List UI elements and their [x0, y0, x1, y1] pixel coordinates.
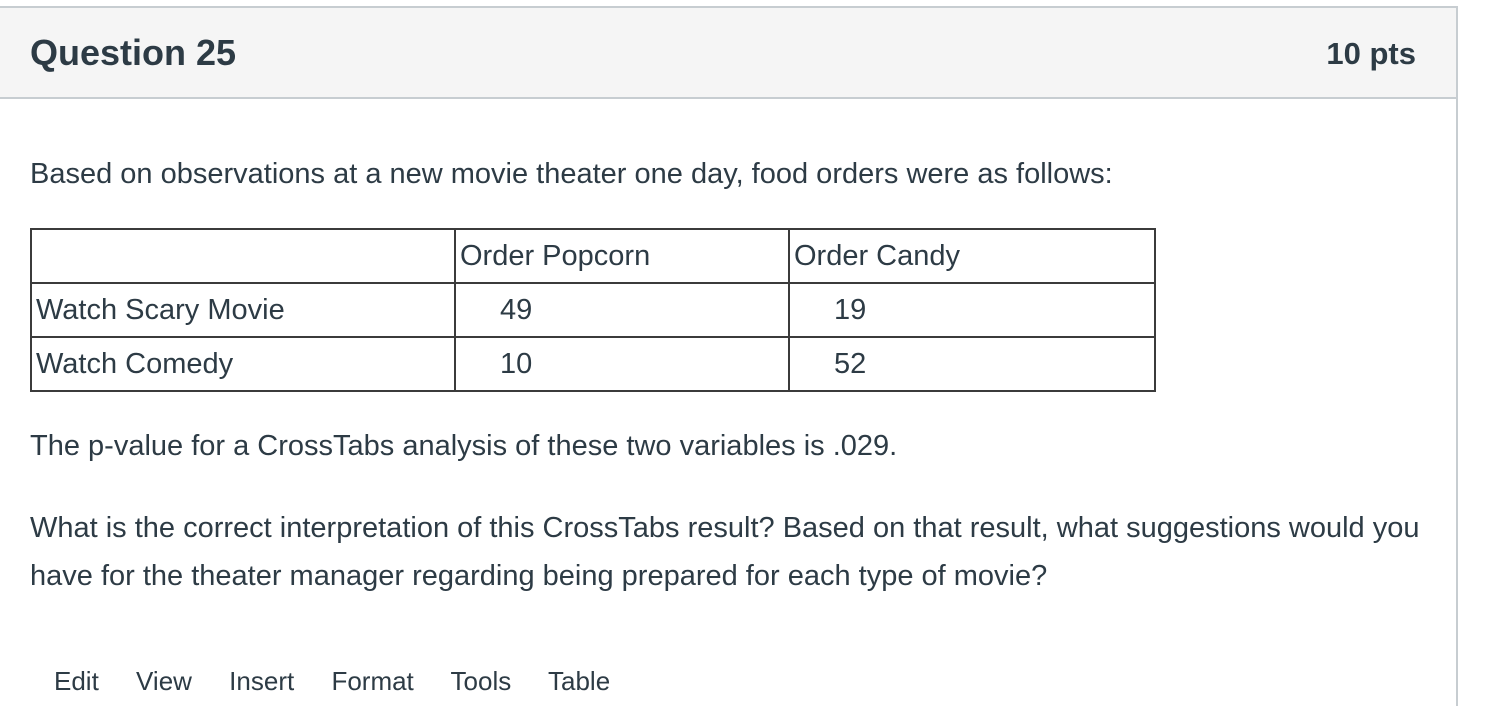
- question-prompt-text: What is the correct interpretation of th…: [30, 512, 1420, 592]
- question-title: Question 25: [30, 32, 237, 73]
- menu-view[interactable]: View: [136, 666, 192, 696]
- question-points: 10 pts: [1326, 36, 1416, 71]
- menu-format[interactable]: Format: [331, 666, 414, 696]
- crosstab-table: Order Popcorn Order Candy Watch Scary Mo…: [30, 228, 1156, 392]
- pvalue-text: The p-value for a CrossTabs analysis of …: [30, 430, 898, 462]
- table-header-cell: Order Candy: [788, 228, 1156, 284]
- menu-tools[interactable]: Tools: [450, 666, 512, 696]
- menu-insert[interactable]: Insert: [229, 666, 295, 696]
- table-row-label: Watch Comedy: [30, 336, 456, 392]
- table-header-cell: Order Popcorn: [454, 228, 790, 284]
- table-cell: 10: [454, 336, 790, 392]
- question-intro-text: Based on observations at a new movie the…: [30, 158, 1113, 190]
- menu-table[interactable]: Table: [548, 666, 611, 696]
- table-cell: 52: [788, 336, 1156, 392]
- table-header-row: Order Popcorn Order Candy: [30, 228, 1156, 284]
- table-cell: 49: [454, 282, 790, 338]
- table-row-label: Watch Scary Movie: [30, 282, 456, 338]
- editor-menubar: Edit View Insert Format Tools Table: [54, 666, 640, 697]
- question-card: Question 25 10 pts: [0, 6, 1458, 706]
- menu-edit[interactable]: Edit: [54, 666, 99, 696]
- question-header: Question 25 10 pts: [0, 8, 1456, 99]
- table-row: Watch Scary Movie 49 19: [30, 282, 1156, 338]
- table-cell: 19: [788, 282, 1156, 338]
- table-row: Watch Comedy 10 52: [30, 336, 1156, 392]
- table-header-cell: [30, 228, 456, 284]
